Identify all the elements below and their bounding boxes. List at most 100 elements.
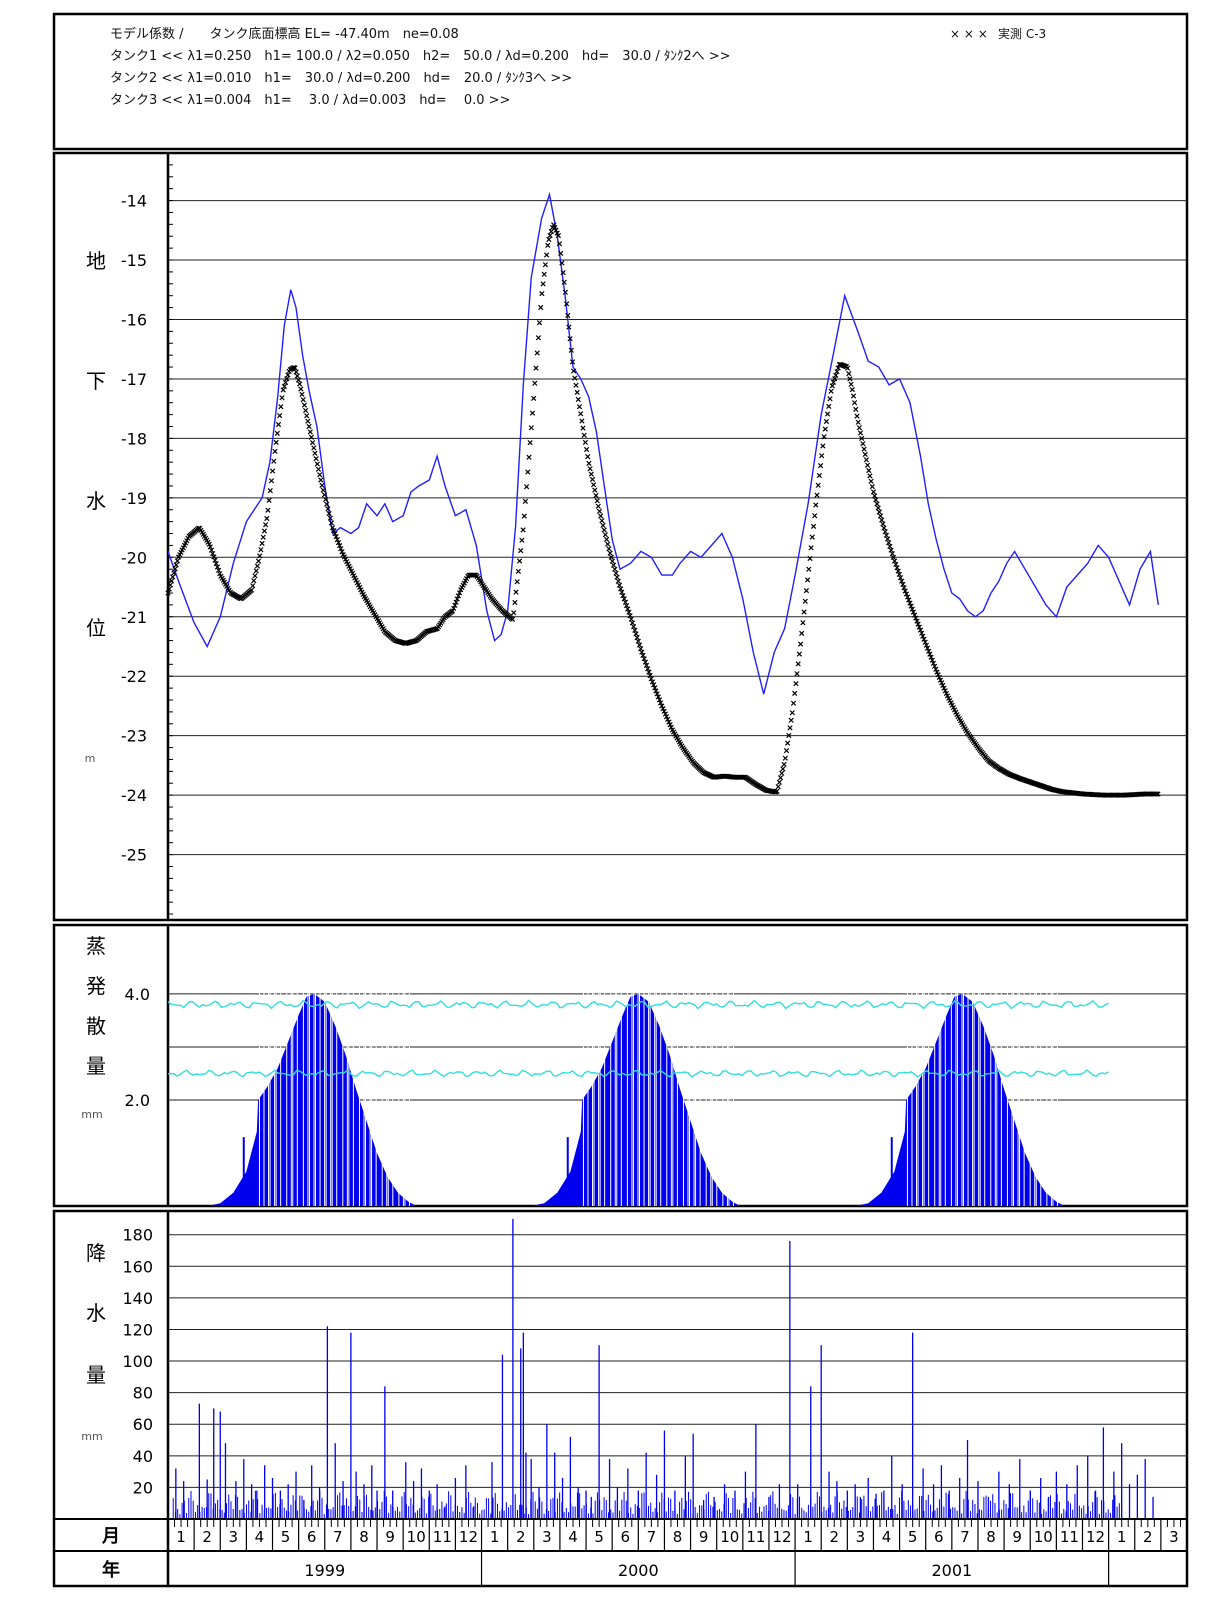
observed-point	[887, 543, 893, 550]
observed-point	[582, 439, 589, 446]
observed-point	[326, 510, 332, 517]
observed-point	[862, 451, 868, 458]
observed-point	[456, 590, 463, 596]
observed-point	[281, 383, 288, 389]
observed-point	[578, 411, 584, 417]
observed-point	[545, 242, 551, 249]
header-line-2: タンク1 << λ1=0.250 h1= 100.0 / λ2=0.050 h2…	[110, 49, 731, 64]
month-label: 2	[202, 1528, 212, 1546]
observed-point	[786, 732, 792, 739]
month-labels: 1 2 3 4 5 6 7 8 9 10 11 12 1 2 3 4 5 6 7 8 9 10 11 12 1 2 3 4 5 6 7 8 9 1…	[167, 1519, 1181, 1551]
observed-point	[881, 525, 887, 531]
observed-point	[933, 666, 939, 672]
observed-point	[882, 529, 888, 535]
observed-point	[308, 434, 315, 440]
observed-point	[655, 694, 661, 700]
observed-point	[615, 578, 621, 584]
observed-point	[299, 391, 305, 398]
observed-point	[294, 373, 300, 379]
observed-point	[602, 532, 609, 538]
observed-point	[598, 513, 604, 519]
observed-point	[217, 571, 223, 577]
precip-panel-frame	[52, 1209, 1189, 1588]
observed-point	[809, 534, 815, 540]
observed-point	[548, 228, 554, 235]
observed-point	[313, 455, 319, 462]
observed-point	[849, 386, 855, 393]
month-label: 6	[307, 1528, 317, 1546]
observed-point	[268, 478, 275, 484]
observed-point	[620, 592, 626, 599]
observed-point	[328, 520, 335, 526]
observed-point	[855, 419, 861, 425]
observed-point	[864, 462, 871, 468]
observed-point	[539, 290, 545, 297]
observed-point	[319, 482, 325, 489]
observed-point	[335, 539, 342, 546]
groundwater-tick-label: -18	[121, 429, 147, 448]
groundwater-ylabel-char: 下	[86, 369, 106, 393]
observed-point	[521, 513, 527, 519]
observed-point	[260, 534, 266, 540]
observed-point	[337, 542, 343, 549]
precip-y-ticks: 180 160 140 120 100 80 60 40 20	[122, 1226, 153, 1498]
observed-point	[595, 503, 601, 509]
observed-point	[646, 669, 652, 675]
observed-point	[824, 411, 831, 417]
observed-point	[828, 388, 834, 394]
observed-point	[920, 633, 926, 639]
observed-point	[567, 336, 573, 342]
month-label: 11	[746, 1528, 765, 1546]
month-row-label: 月	[101, 1526, 120, 1547]
observed-point	[916, 624, 922, 630]
observed-point	[318, 477, 324, 483]
observed-point	[863, 457, 870, 463]
observed-point	[1154, 791, 1160, 797]
observed-point	[639, 649, 645, 655]
observed-point	[833, 372, 839, 378]
observed-point	[266, 497, 272, 504]
observed-point	[312, 450, 318, 456]
observed-point	[889, 551, 895, 557]
observed-point	[265, 507, 271, 513]
observed-point	[844, 365, 851, 371]
observed-point	[826, 403, 832, 410]
observed-point	[259, 540, 265, 547]
observed-point	[274, 430, 280, 437]
groundwater-y-ticks: -14 -15 -16 -17 -18 -19 -20 -21 -22 -23 -24 -25	[121, 192, 147, 865]
observed-point	[846, 370, 852, 377]
month-label: 6	[934, 1528, 944, 1546]
month-label: 2	[1143, 1528, 1153, 1546]
observed-point	[211, 554, 217, 560]
groundwater-ylabel-unit: m	[85, 752, 96, 765]
observed-point	[285, 372, 291, 378]
groundwater-tick-label: -24	[121, 786, 147, 805]
observed-point	[575, 396, 581, 403]
observed-point	[332, 530, 338, 537]
observed-point	[774, 788, 780, 794]
observed-point	[806, 566, 812, 572]
month-label: 12	[1086, 1528, 1105, 1546]
observed-point	[856, 425, 863, 431]
observed-point	[305, 418, 311, 424]
observed-point	[907, 600, 913, 606]
observed-point	[776, 779, 783, 785]
observed-point	[248, 587, 255, 593]
observed-point	[523, 484, 530, 490]
observed-point	[534, 350, 540, 356]
observed-point	[329, 524, 336, 531]
month-label: 10	[407, 1528, 426, 1546]
observed-point	[532, 380, 538, 386]
precip-tick-label: 20	[133, 1478, 153, 1497]
month-label: 7	[647, 1528, 657, 1546]
observed-point	[931, 663, 938, 669]
observed-point	[919, 630, 925, 636]
observed-point	[782, 755, 788, 761]
observed-point	[280, 387, 286, 393]
observed-point	[897, 575, 904, 581]
observed-point	[649, 679, 656, 685]
observed-point	[304, 413, 310, 419]
observed-point	[859, 435, 865, 442]
